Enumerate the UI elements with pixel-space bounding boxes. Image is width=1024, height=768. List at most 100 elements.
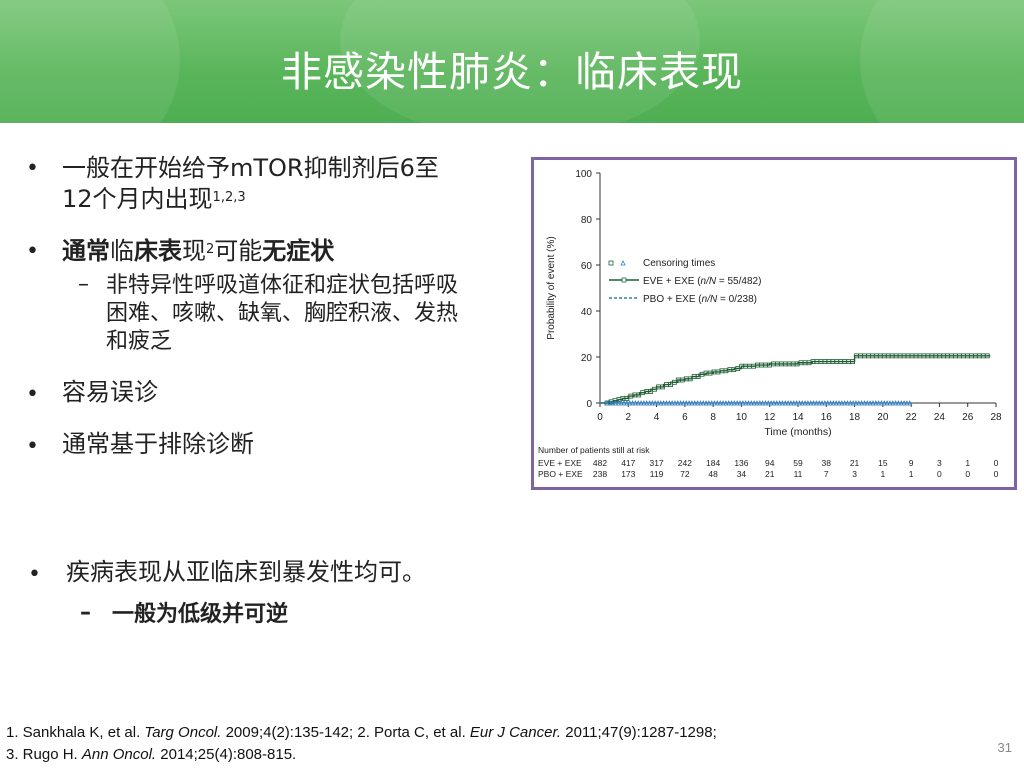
pbo-exe-censor-marker xyxy=(901,400,907,406)
pbo-exe-censor-marker xyxy=(646,400,653,406)
eve-exe-curve xyxy=(600,355,991,404)
pbo-exe-censor-marker xyxy=(853,400,859,406)
x-tick-label: 12 xyxy=(764,412,776,423)
pbo-exe-censor-marker xyxy=(686,400,692,406)
risk-count: 9 xyxy=(909,458,914,468)
pbo-exe-censor-marker xyxy=(830,400,837,406)
pbo-exe-censor-marker xyxy=(808,400,814,406)
pbo-exe-censor-marker xyxy=(610,400,616,406)
journal-name: Ann Oncol. xyxy=(81,746,157,763)
pbo-exe-censor-marker xyxy=(890,400,896,406)
risk-count: 1 xyxy=(965,458,970,468)
risk-count: 11 xyxy=(794,469,803,479)
legend-censoring-label: Censoring times xyxy=(643,258,715,269)
pbo-exe-censor-marker xyxy=(887,400,893,406)
journal-name: Eur J Cancer. xyxy=(469,724,562,741)
bullet-text-line: 困难、咳嗽、缺氧、胸腔积液、发热 xyxy=(106,301,459,326)
legend-line-marker xyxy=(621,277,627,283)
x-tick-label: 10 xyxy=(736,412,748,423)
pbo-exe-censor-marker xyxy=(621,400,627,406)
pbo-exe-censor-marker xyxy=(689,400,695,406)
pbo-exe-censor-marker xyxy=(881,400,887,406)
pbo-exe-censor-marker xyxy=(694,400,701,406)
pbo-exe-censor-marker xyxy=(683,400,689,406)
plain-text: 临 xyxy=(110,237,134,265)
pbo-exe-censor-marker xyxy=(864,400,870,406)
pbo-exe-censor-marker xyxy=(658,400,664,406)
pbo-exe-censor-marker xyxy=(618,400,624,406)
eve-exe-censor-marker xyxy=(850,359,855,365)
pbo-exe-censor-marker xyxy=(672,400,678,406)
pbo-exe-censor-marker xyxy=(813,400,820,406)
risk-count: 482 xyxy=(593,458,607,468)
pbo-exe-censor-marker xyxy=(850,400,856,406)
pbo-exe-censor-marker xyxy=(635,400,641,406)
x-tick-label: 16 xyxy=(821,412,833,423)
risk-table: Number of patients still at risk EVE + EX… xyxy=(538,445,999,479)
pbo-exe-censor-marker xyxy=(703,400,709,406)
pbo-exe-censor-marker xyxy=(717,400,723,406)
pbo-exe-censor-marker xyxy=(627,400,633,406)
pbo-exe-censor-marker xyxy=(728,400,735,406)
pbo-exe-censor-marker xyxy=(660,400,667,406)
reference-line-1: 1. Sankhala K, et al. Targ Oncol. 2009;4… xyxy=(6,722,717,744)
pbo-exe-censor-marker xyxy=(892,400,899,406)
pbo-exe-censor-marker xyxy=(720,400,726,406)
reference-text: 2009;4(2):135-142; 2. Porta C, et al. xyxy=(221,724,470,741)
pbo-exe-censor-marker xyxy=(757,400,763,406)
risk-table-header: Number of patients still at risk xyxy=(538,445,650,455)
chart-legend: Censoring times EVE + EXE (n/N = 55/482) P… xyxy=(608,258,761,305)
legend-triangle-marker xyxy=(620,260,626,266)
bullet-exclusion-diagnosis: 通常基于排除诊断 xyxy=(62,430,254,458)
pbo-exe-censor-marker xyxy=(858,400,865,406)
bullet-onset-timing: 一般在开始给予mTOR抑制剂后6至 12个月内出现1,2,3 xyxy=(62,153,439,215)
pbo-exe-censor-marker xyxy=(666,400,672,406)
reference-text: 2011;47(9):1287-1298; xyxy=(561,724,717,741)
reference-line-2: 3. Rugo H. Ann Oncol. 2014;25(4):808-815… xyxy=(6,744,717,766)
pbo-exe-censor-marker xyxy=(842,400,848,406)
pbo-exe-censor-marker xyxy=(649,400,655,406)
pbo-exe-censor-marker xyxy=(870,400,876,406)
pbo-exe-censor-marker xyxy=(612,400,619,406)
sub-bullet-marker: – xyxy=(78,272,89,297)
pbo-exe-censor-marker xyxy=(652,400,658,406)
pbo-exe-censor-marker xyxy=(833,400,839,406)
x-tick-label: 28 xyxy=(990,412,1002,423)
pbo-exe-censor-marker xyxy=(782,400,788,406)
pbo-exe-censor-marker xyxy=(706,400,712,406)
pbo-exe-censor-marker xyxy=(748,400,754,406)
pbo-exe-censor-marker xyxy=(895,400,902,406)
y-tick-label: 40 xyxy=(581,307,593,318)
pbo-exe-censor-marker xyxy=(856,400,862,406)
risk-count: 21 xyxy=(765,469,775,479)
risk-row-label: EVE + EXE xyxy=(538,458,582,468)
pbo-exe-censor-marker xyxy=(655,400,661,406)
risk-count: 0 xyxy=(937,469,942,479)
pbo-exe-censor-marker xyxy=(638,400,644,406)
reference-text: 2014;25(4):808-815. xyxy=(156,746,297,763)
bold-text: 床表 xyxy=(134,237,182,265)
pbo-exe-censor-marker xyxy=(904,400,910,406)
risk-count: 0 xyxy=(994,469,999,479)
legend-square-marker xyxy=(608,260,614,266)
pbo-exe-censor-marker xyxy=(734,400,740,406)
pbo-exe-censor-marker xyxy=(629,400,636,406)
pbo-exe-censor-marker xyxy=(799,400,805,406)
pbo-exe-censor-marker xyxy=(726,400,732,406)
y-axis-label: Probability of event (%) xyxy=(546,236,557,339)
risk-count: 242 xyxy=(678,458,692,468)
references: 1. Sankhala K, et al. Targ Oncol. 2009;4… xyxy=(6,722,717,766)
bullet-marker: • xyxy=(26,239,39,264)
risk-count: 48 xyxy=(708,469,718,479)
y-tick-label: 100 xyxy=(575,169,592,180)
bullet-text-line: 和疲乏 xyxy=(106,329,173,354)
pbo-exe-censor-marker xyxy=(709,400,715,406)
reference-text: 3. Rugo H. xyxy=(6,746,82,763)
eve-exe-censor-marker xyxy=(984,353,990,359)
pbo-exe-censor-marker xyxy=(779,400,786,406)
pbo-exe-censor-marker xyxy=(731,400,738,406)
risk-count: 173 xyxy=(621,469,635,479)
bullet-text-line: 非特异性呼吸道体征和症状包括呼吸 xyxy=(106,273,459,298)
pbo-exe-censor-marker xyxy=(759,400,766,406)
y-tick-label: 80 xyxy=(581,215,593,226)
